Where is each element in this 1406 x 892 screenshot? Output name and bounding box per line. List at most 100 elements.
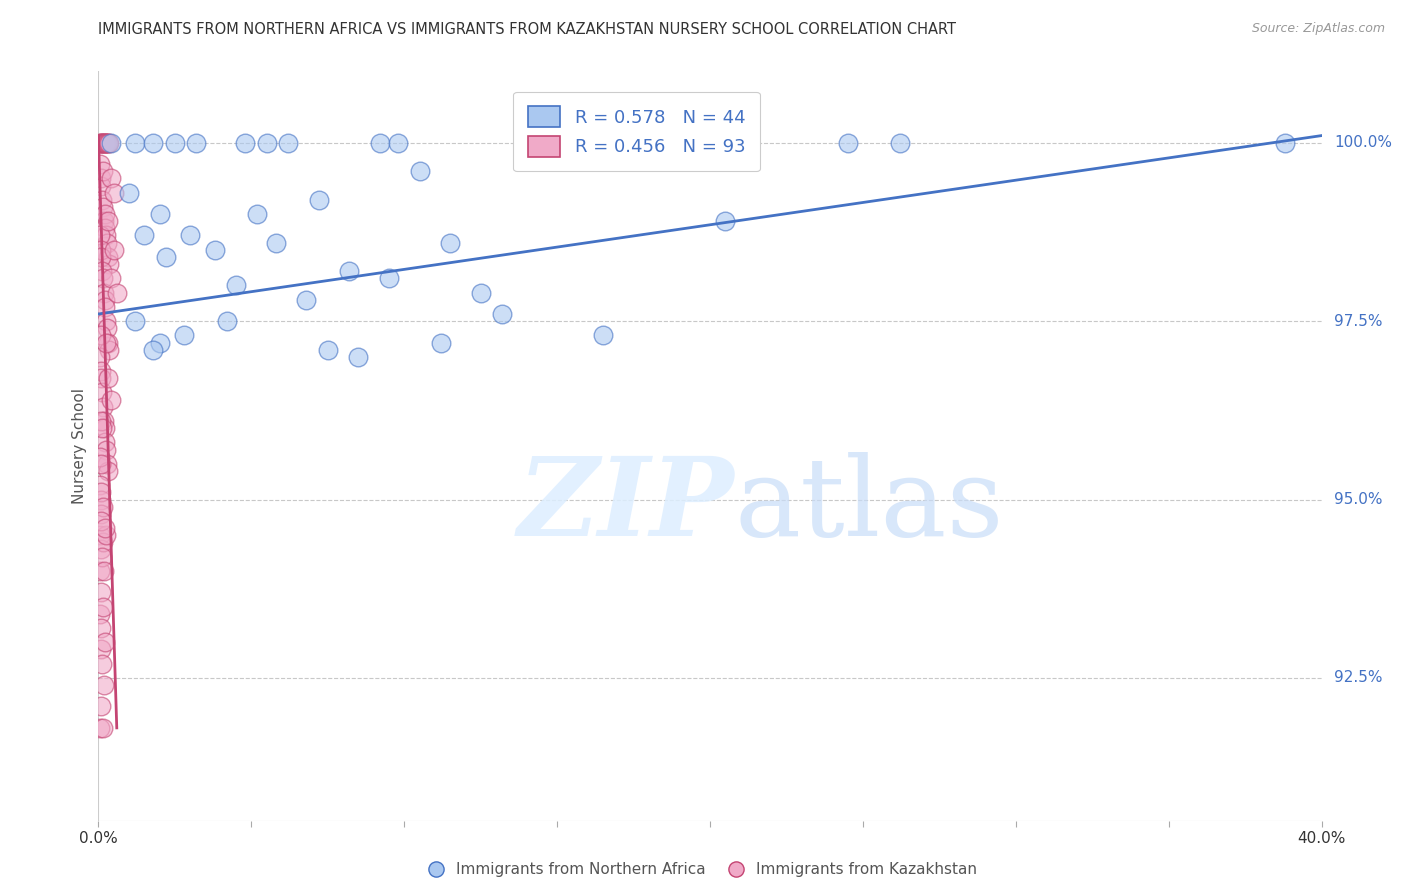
Point	[91, 193, 114, 207]
Point	[561, 136, 583, 150]
Point	[93, 564, 115, 578]
Point	[100, 171, 122, 186]
Point	[368, 136, 391, 150]
Point	[94, 221, 117, 235]
Point	[91, 136, 114, 150]
Point	[522, 136, 544, 150]
Point	[96, 235, 118, 250]
Point	[91, 200, 114, 214]
Point	[105, 285, 128, 300]
Point	[91, 721, 114, 735]
Point	[91, 421, 114, 435]
Point	[90, 364, 112, 378]
Point	[93, 207, 115, 221]
Point	[97, 214, 120, 228]
Point	[246, 207, 269, 221]
Point	[91, 271, 114, 285]
Point	[100, 136, 122, 150]
Point	[93, 421, 115, 435]
Point	[89, 136, 111, 150]
Point	[89, 350, 111, 364]
Point	[308, 193, 330, 207]
Point	[90, 171, 112, 186]
Point	[173, 328, 195, 343]
Point	[91, 385, 114, 400]
Point	[592, 328, 614, 343]
Text: atlas: atlas	[734, 452, 1004, 559]
Point	[94, 442, 117, 457]
Point	[204, 243, 226, 257]
Point	[90, 585, 112, 599]
Text: ZIP: ZIP	[517, 452, 734, 559]
Y-axis label: Nursery School: Nursery School	[72, 388, 87, 504]
Point	[100, 271, 122, 285]
Point	[889, 136, 911, 150]
Point	[118, 186, 141, 200]
Point	[225, 278, 247, 293]
Point	[91, 500, 114, 514]
Point	[430, 335, 453, 350]
Text: 100.0%: 100.0%	[1334, 136, 1392, 150]
Point	[408, 164, 430, 178]
Point	[149, 207, 172, 221]
Point	[675, 136, 697, 150]
Point	[91, 164, 114, 178]
Point	[837, 136, 859, 150]
Point	[93, 285, 115, 300]
Point	[90, 136, 112, 150]
Point	[94, 136, 117, 150]
Text: IMMIGRANTS FROM NORTHERN AFRICA VS IMMIGRANTS FROM KAZAKHSTAN NURSERY SCHOOL COR: IMMIGRANTS FROM NORTHERN AFRICA VS IMMIG…	[98, 22, 956, 37]
Point	[94, 300, 117, 314]
Point	[94, 435, 117, 450]
Point	[90, 178, 112, 193]
Point	[623, 136, 645, 150]
Point	[295, 293, 318, 307]
Point	[163, 136, 186, 150]
Point	[387, 136, 409, 150]
Point	[94, 528, 117, 542]
Point	[93, 214, 115, 228]
Point	[91, 549, 114, 564]
Point	[90, 542, 112, 557]
Point	[124, 314, 146, 328]
Point	[103, 243, 125, 257]
Text: 92.5%: 92.5%	[1334, 671, 1382, 685]
Point	[93, 635, 115, 649]
Point	[378, 271, 401, 285]
Point	[439, 235, 461, 250]
Point	[714, 214, 737, 228]
Point	[90, 507, 112, 521]
Point	[93, 136, 115, 150]
Legend: R = 0.578   N = 44, R = 0.456   N = 93: R = 0.578 N = 44, R = 0.456 N = 93	[513, 92, 759, 171]
Point	[149, 335, 172, 350]
Point	[90, 414, 112, 428]
Point	[90, 136, 112, 150]
Point	[90, 457, 112, 471]
Point	[233, 136, 256, 150]
Point	[155, 250, 177, 264]
Point	[90, 243, 112, 257]
Point	[91, 136, 114, 150]
Legend: Immigrants from Northern Africa, Immigrants from Kazakhstan: Immigrants from Northern Africa, Immigra…	[420, 854, 986, 884]
Point	[90, 492, 112, 507]
Point	[179, 228, 201, 243]
Point	[90, 485, 112, 500]
Point	[97, 464, 120, 478]
Point	[93, 521, 115, 535]
Point	[100, 392, 122, 407]
Point	[91, 657, 114, 671]
Point	[142, 136, 165, 150]
Point	[186, 136, 208, 150]
Point	[347, 350, 370, 364]
Point	[90, 699, 112, 714]
Point	[90, 514, 112, 528]
Point	[97, 371, 120, 385]
Point	[103, 186, 125, 200]
Point	[89, 607, 111, 621]
Point	[93, 293, 115, 307]
Point	[89, 228, 111, 243]
Point	[89, 721, 111, 735]
Point	[91, 400, 114, 414]
Point	[91, 535, 114, 549]
Point	[491, 307, 513, 321]
